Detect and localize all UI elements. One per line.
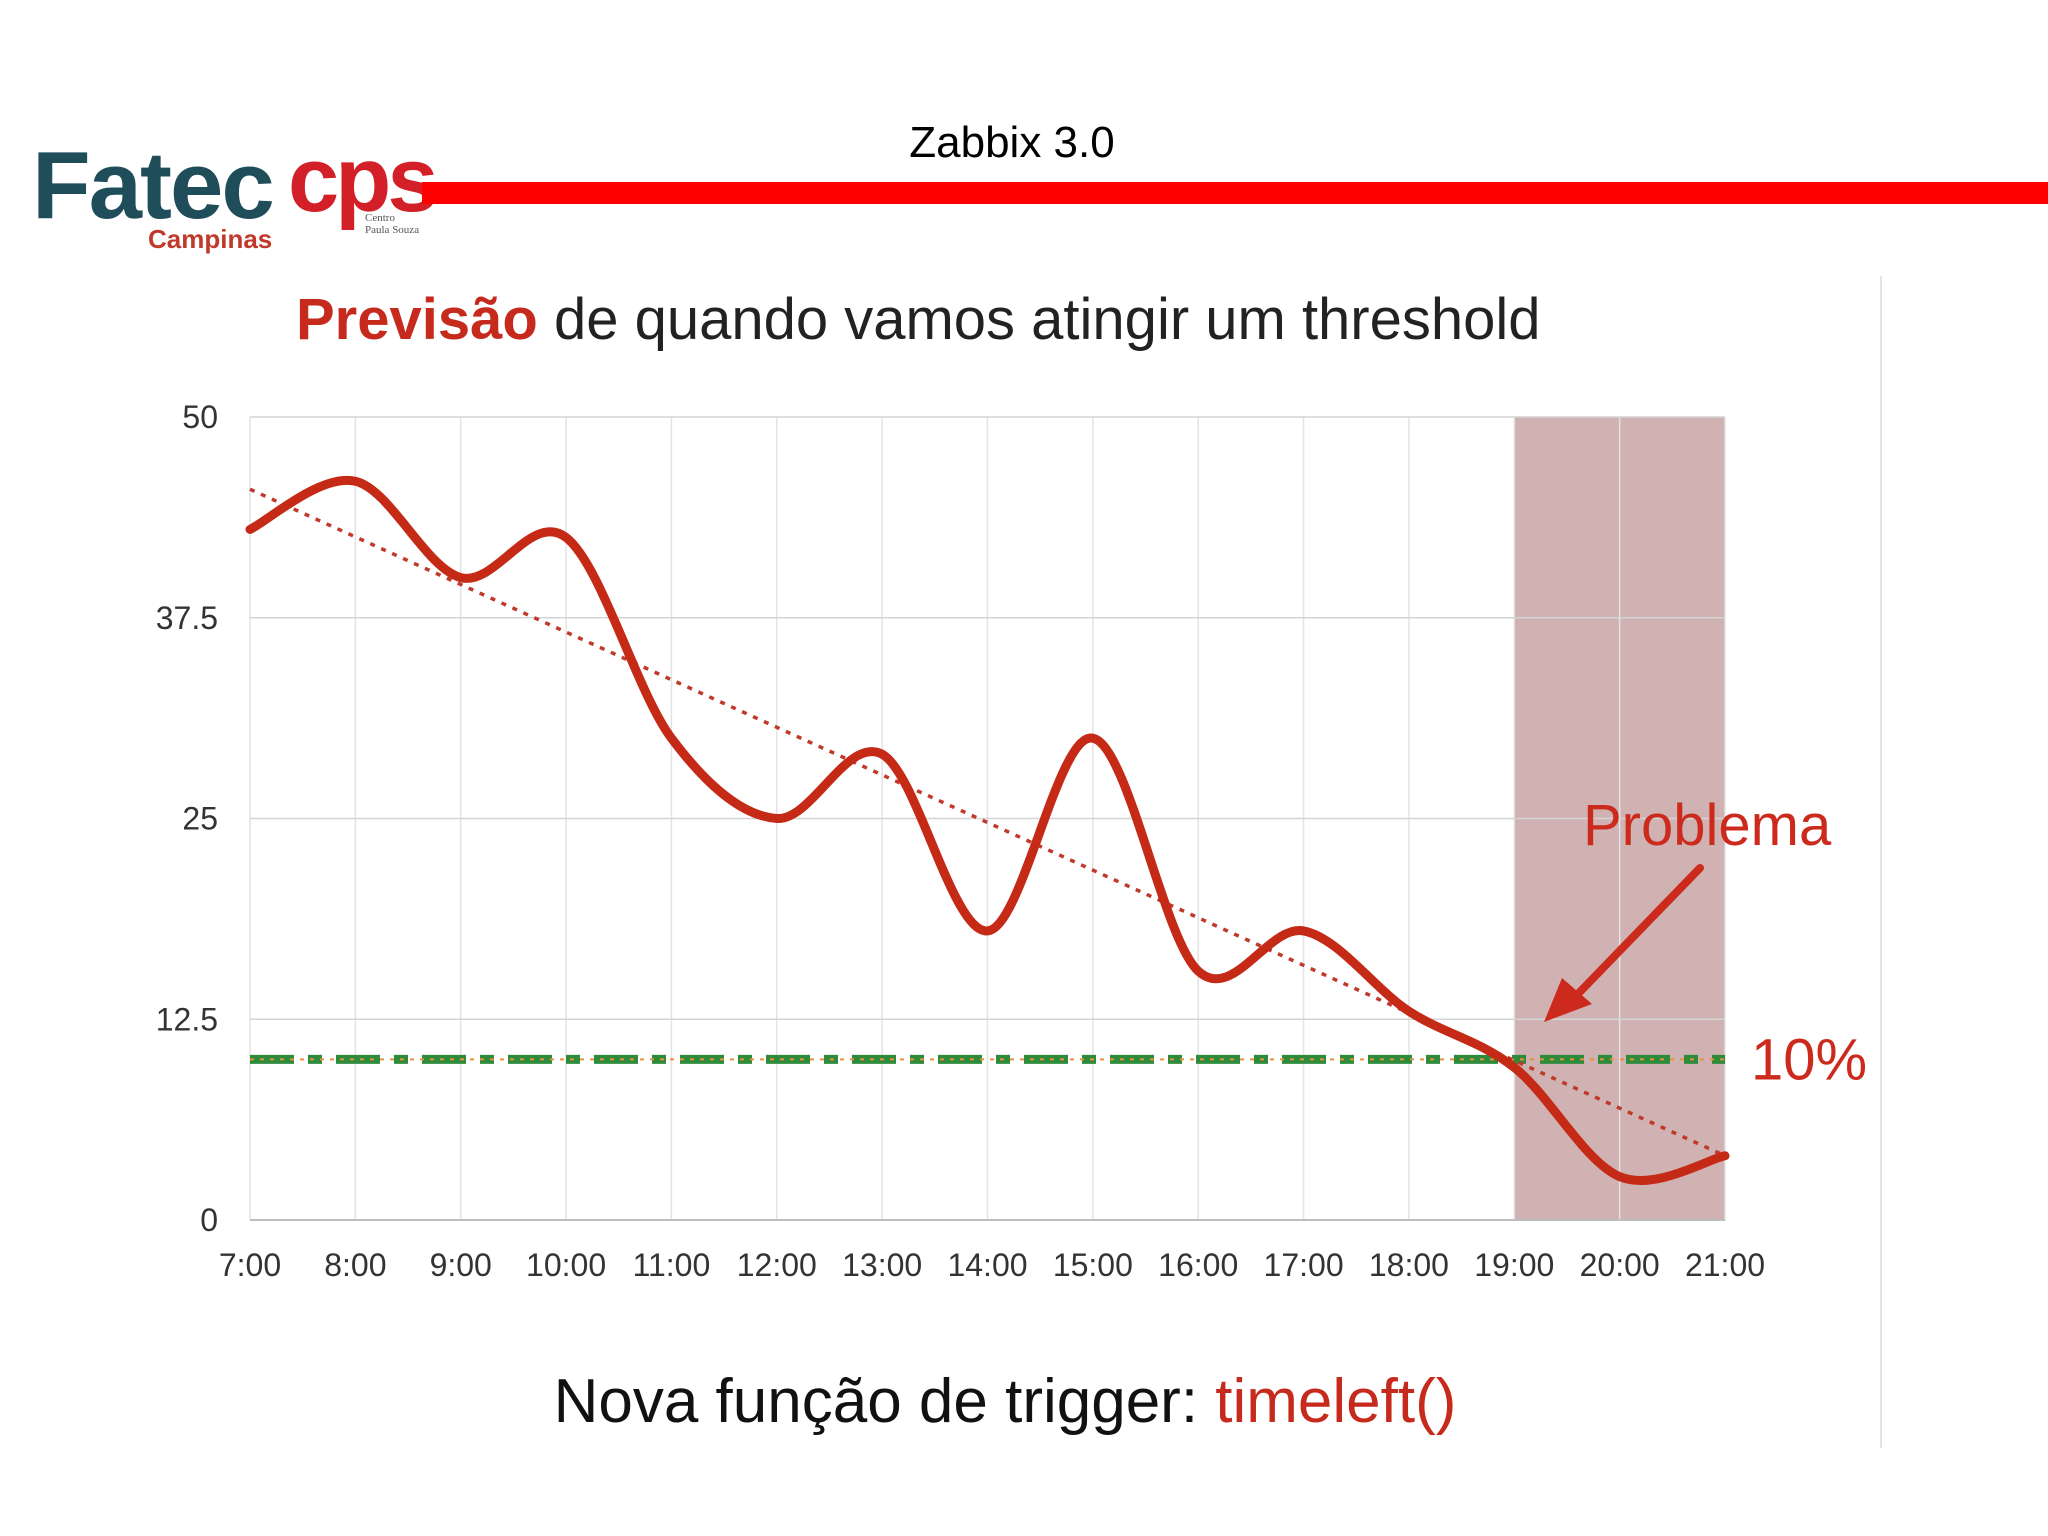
x-tick-label: 20:00 — [1580, 1247, 1660, 1283]
fatec-cps-logo: Fatec Campinas cps Centro Paula Souza — [32, 132, 439, 258]
footer-function: timeleft() — [1215, 1367, 1457, 1436]
x-tick-label: 12:00 — [737, 1247, 817, 1283]
footer-caption: Nova função de trigger: timeleft() — [0, 1366, 2010, 1437]
logo-campinas-text: Campinas — [148, 224, 273, 254]
y-tick-label: 50 — [182, 399, 218, 435]
x-tick-label: 18:00 — [1369, 1247, 1449, 1283]
problem-arrow-shaft — [1570, 864, 1704, 1002]
chart-title: Previsão de quando vamos atingir um thre… — [296, 286, 1541, 353]
x-tick-label: 7:00 — [219, 1247, 281, 1283]
y-tick-label: 0 — [200, 1202, 218, 1238]
logo-cps-subtext: Centro Paula Souza — [365, 212, 419, 236]
chart-title-rest: de quando vamos atingir um threshold — [537, 287, 1541, 352]
x-tick-label: 17:00 — [1264, 1247, 1344, 1283]
x-tick-label: 21:00 — [1685, 1247, 1765, 1283]
chart-title-highlight: Previsão — [296, 287, 538, 352]
x-tick-label: 19:00 — [1474, 1247, 1554, 1283]
y-tick-label: 37.5 — [156, 600, 218, 636]
x-tick-label: 8:00 — [324, 1247, 386, 1283]
y-tick-label: 25 — [182, 801, 218, 837]
problem-arrow-head — [1544, 978, 1592, 1022]
footer-prefix: Nova função de trigger: — [553, 1367, 1216, 1436]
problem-label: Problema — [1583, 793, 1832, 858]
x-tick-label: 15:00 — [1053, 1247, 1133, 1283]
x-tick-label: 14:00 — [947, 1247, 1027, 1283]
y-tick-label: 12.5 — [156, 1001, 218, 1037]
logo-sub-line1: Centro — [365, 212, 395, 224]
x-tick-label: 13:00 — [842, 1247, 922, 1283]
logo-fatec-text: Fatec — [32, 132, 275, 239]
threshold-label: 10% — [1751, 1027, 1867, 1092]
image-border-line — [1880, 276, 1882, 1448]
logo-cps-text: cps — [288, 129, 439, 231]
page-title: Zabbix 3.0 — [909, 118, 1115, 167]
x-tick-label: 9:00 — [430, 1247, 492, 1283]
x-tick-label: 11:00 — [633, 1247, 711, 1283]
measured-series-line — [245, 475, 1730, 1185]
x-tick-label: 16:00 — [1158, 1247, 1238, 1283]
x-tick-label: 10:00 — [526, 1247, 606, 1283]
logo-sub-line2: Paula Souza — [365, 224, 420, 236]
header-red-bar — [422, 182, 2048, 204]
